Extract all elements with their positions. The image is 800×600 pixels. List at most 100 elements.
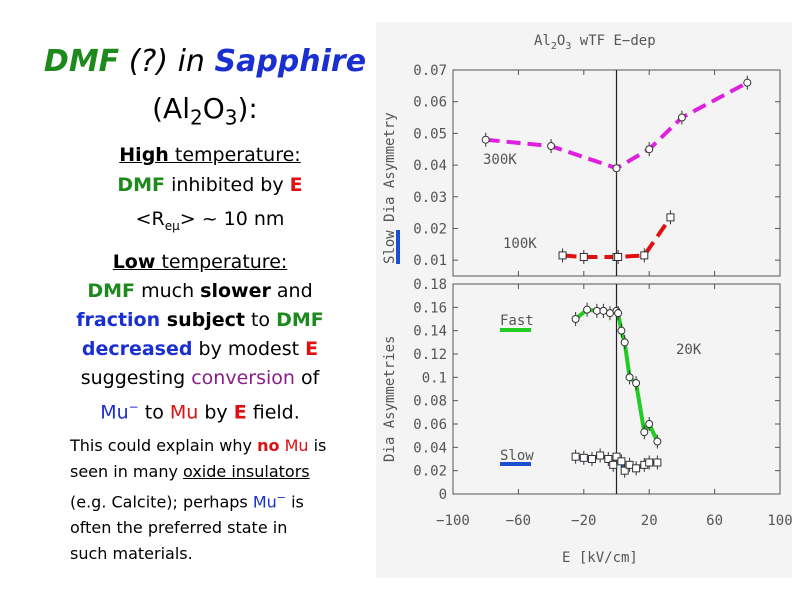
mu-label-2: Mu <box>279 436 309 455</box>
data-point <box>677 113 686 122</box>
conversion-text: conversion <box>191 367 295 389</box>
data-point <box>571 452 580 461</box>
inhibited-text: inhibited by <box>165 174 290 196</box>
data-point <box>666 213 675 222</box>
y-tick-label: 0.02 <box>413 221 447 237</box>
data-point <box>481 135 490 144</box>
data-point <box>604 455 613 463</box>
formula-al: (Al <box>152 92 190 125</box>
series-label-300k: 300K <box>483 152 517 168</box>
top-ylabel: Slow Dia Asymmetry <box>382 112 398 264</box>
decreased-text: decreased <box>81 338 193 360</box>
data-point <box>558 251 567 260</box>
oxide-insulators-text: oxide insulators <box>183 462 310 481</box>
low-label: Low <box>112 251 156 273</box>
much-text: much <box>135 280 201 302</box>
x-tick-label: 60 <box>706 513 723 529</box>
data-point <box>620 466 629 475</box>
y-tick-label: 0.08 <box>413 394 447 410</box>
mu-minus-label: Mu <box>100 401 129 424</box>
y-tick-label: 0.03 <box>413 190 447 206</box>
data-point <box>625 460 634 469</box>
explain-text-3: (e.g. Calcite); perhaps <box>70 492 253 512</box>
title-question: (?) in <box>119 44 215 79</box>
r-subscript: eμ <box>164 218 180 233</box>
x-tick-label: −20 <box>571 513 596 529</box>
mu-minus-sup-2: − <box>276 491 286 504</box>
of-text: of <box>294 367 320 389</box>
low-temp-block: Low temperature: DMF much slower and fra… <box>0 248 400 427</box>
y-tick-label: 0 <box>439 487 447 503</box>
data-point <box>617 457 626 466</box>
formula-o: O <box>202 92 225 125</box>
title-dmf: DMF <box>43 44 120 79</box>
no-text: no <box>257 436 280 455</box>
slower-text: slower <box>200 280 271 302</box>
data-point <box>599 306 608 315</box>
x-tick-label: −60 <box>506 513 531 529</box>
high-temp-block: High temperature: DMF inhibited by E <Re… <box>0 140 420 241</box>
y-tick-label: 0.05 <box>413 126 447 142</box>
data-point <box>583 305 592 314</box>
data-point <box>640 251 649 260</box>
y-tick-label: 0.07 <box>413 63 447 79</box>
formula-sub1: 2 <box>189 105 203 130</box>
explanation-block: This could explain why no Mu is seen in … <box>70 433 390 567</box>
data-point <box>645 458 654 467</box>
to-text: to <box>244 309 277 331</box>
x-tick-label: 20 <box>641 513 658 529</box>
data-point <box>579 252 588 261</box>
data-point <box>612 452 621 461</box>
dmf-label-2: DMF <box>87 280 136 302</box>
explain-text-5: such materials. <box>70 544 193 564</box>
y-tick-label: 0.04 <box>413 440 447 456</box>
title-sapphire: Sapphire <box>214 44 367 79</box>
y-tick-label: 0.06 <box>413 95 447 111</box>
suggesting-text: suggesting <box>80 367 192 389</box>
figure-svg: Al2O3 wTF E−dep Slow Dia Asymmetry Dia A… <box>382 33 793 566</box>
text-panel: DMF (?) in Sapphire (Al2O3): High temper… <box>0 0 380 600</box>
bottom-ylabel: Dia Asymmetries <box>382 336 398 462</box>
data-point <box>614 309 623 318</box>
chart-title: Al2O3 wTF E−dep <box>534 33 656 52</box>
r-value: > ~ 10 nm <box>179 208 285 230</box>
data-point <box>645 145 654 154</box>
by-text: by <box>198 401 234 424</box>
data-point <box>625 373 634 382</box>
mu-label: Mu <box>169 401 199 424</box>
e-label-3: E <box>233 401 247 424</box>
formula-sub2: 3 <box>224 105 238 130</box>
explain-text-2: seen in many <box>70 462 184 481</box>
data-point <box>632 379 641 388</box>
fraction-text: fraction <box>76 309 161 331</box>
is-text-2: is <box>286 492 304 512</box>
y-tick-label: 0.1 <box>422 370 447 386</box>
formula-close: ): <box>237 92 258 125</box>
e-label-2: E <box>305 338 319 360</box>
is-text: is <box>308 436 327 455</box>
subject-text: subject <box>160 309 245 331</box>
x-axis-label: E [kV/cm] <box>562 550 638 566</box>
data-point <box>620 338 629 347</box>
data-point <box>571 315 580 323</box>
field-text: field. <box>246 401 300 424</box>
data-point <box>653 437 662 446</box>
data-point <box>579 453 588 462</box>
e-label: E <box>289 174 303 196</box>
y-tick-label: 0.16 <box>413 300 447 316</box>
by-modest-text: by modest <box>192 338 306 360</box>
series-line <box>485 80 749 171</box>
low-temp-label: temperature: <box>155 251 288 273</box>
dmf-label-3: DMF <box>276 309 324 331</box>
figure: Al2O3 wTF E−dep Slow Dia Asymmetry Dia A… <box>376 22 793 578</box>
y-tick-label: 0.02 <box>413 464 447 480</box>
data-point <box>612 164 621 173</box>
data-point <box>640 428 649 437</box>
y-tick-label: 0.12 <box>413 347 447 363</box>
mu-minus-sup: − <box>128 400 139 414</box>
explain-text-4: often the preferred state in <box>70 518 288 538</box>
data-point <box>743 78 752 87</box>
x-tick-label: −100 <box>436 513 470 529</box>
slide-title: DMF (?) in Sapphire <box>0 44 410 79</box>
to-text-2: to <box>138 401 170 424</box>
